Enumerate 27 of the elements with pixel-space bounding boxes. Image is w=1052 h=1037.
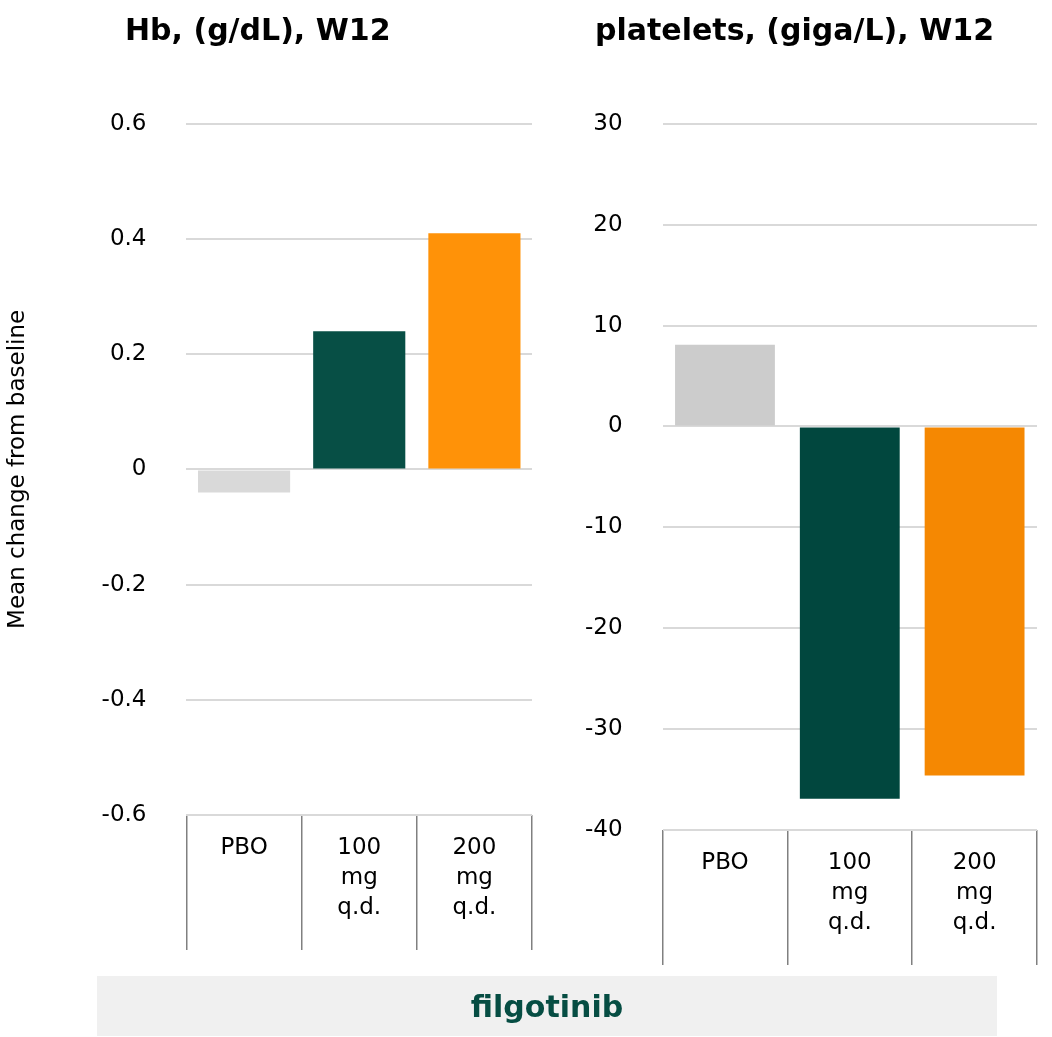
y-tick-label: 0	[131, 454, 147, 481]
x-tick-label: 100 mg q.d.	[827, 848, 872, 935]
y-tick-label: 0.4	[109, 223, 147, 250]
y-tick-label: -40	[584, 814, 623, 841]
x-tick-label: PBO	[220, 833, 268, 860]
chart-title: Hb, (g/dL), W12	[125, 12, 391, 47]
y-tick-label: 20	[593, 209, 623, 236]
y-tick-label: 0.2	[109, 339, 147, 366]
x-tick-label: PBO	[701, 848, 749, 875]
chart-title: platelets, (giga/L), W12	[595, 12, 995, 47]
y-tick-label: -0.4	[101, 684, 147, 711]
y-tick-label: 10	[593, 310, 623, 337]
bar	[313, 331, 406, 469]
bar	[428, 233, 521, 469]
x-tick-label: 100 mg q.d.	[337, 833, 382, 920]
x-tick-label: 200 mg q.d.	[452, 833, 497, 920]
y-tick-label: -0.6	[101, 799, 147, 826]
y-tick-label: 30	[593, 108, 623, 135]
y-tick-label: -20	[584, 613, 623, 640]
y-tick-label: -0.2	[101, 569, 147, 596]
y-tick-label: 0	[607, 411, 623, 438]
text: filgotinib	[97, 976, 997, 1036]
y-tick-label: 0.6	[109, 108, 147, 135]
y-tick-label: -30	[584, 714, 623, 741]
y-tick-label: -10	[584, 512, 623, 539]
y-axis-title: Mean change from baseline	[2, 309, 29, 629]
x-tick-label: 200 mg q.d.	[952, 848, 997, 935]
